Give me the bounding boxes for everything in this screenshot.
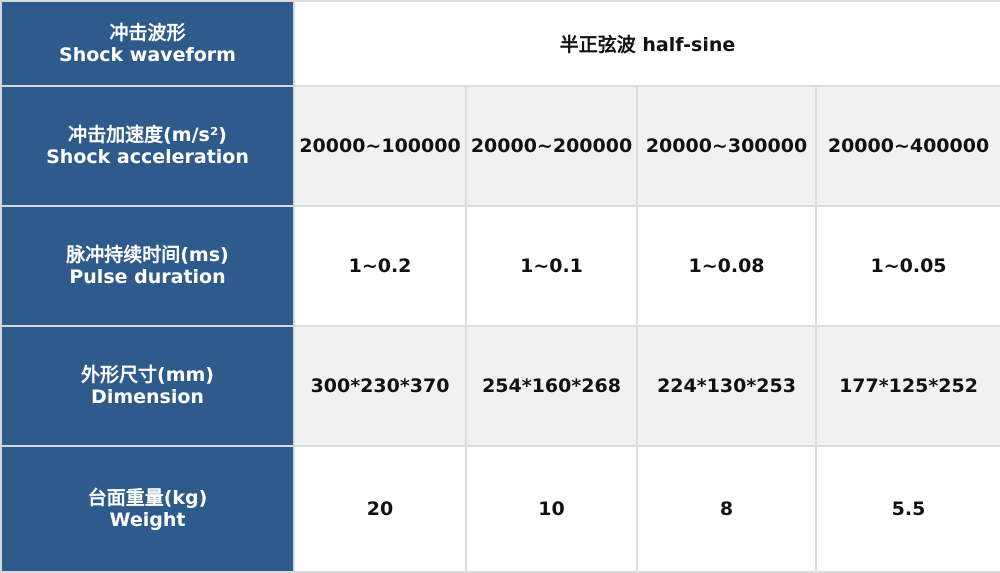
label-en: Weight	[109, 509, 186, 531]
label-en: Shock acceleration	[46, 146, 249, 168]
row-pulse-duration: 脉冲持续时间(ms) Pulse duration 1~0.2 1~0.1 1~0…	[0, 205, 1000, 327]
label-cn: 外形尺寸(mm)	[81, 364, 214, 386]
cell: 20000~100000	[293, 85, 467, 207]
label-cn: 冲击加速度(m/s²)	[68, 124, 227, 146]
cell: 177*125*252	[814, 325, 1000, 447]
cell: 8	[636, 445, 817, 573]
cell: 20	[293, 445, 467, 573]
cell: 1~0.08	[636, 205, 817, 327]
label-cn: 台面重量(kg)	[87, 487, 208, 509]
cell: 5.5	[814, 445, 1000, 573]
cell: 10	[465, 445, 638, 573]
cell: 20000~400000	[814, 85, 1000, 207]
cell: 20000~300000	[636, 85, 817, 207]
cell: 224*130*253	[636, 325, 817, 447]
cell: 254*160*268	[465, 325, 638, 447]
cell: 20000~200000	[465, 85, 638, 207]
label-en: Pulse duration	[69, 266, 226, 288]
label-cn: 脉冲持续时间(ms)	[66, 244, 229, 266]
cell: 300*230*370	[293, 325, 467, 447]
cell: 1~0.1	[465, 205, 638, 327]
label-cn: 冲击波形	[109, 21, 186, 44]
cell: 1~0.05	[814, 205, 1000, 327]
row-header: 脉冲持续时间(ms) Pulse duration	[0, 205, 295, 327]
cell: 1~0.2	[293, 205, 467, 327]
row-header: 冲击加速度(m/s²) Shock acceleration	[0, 85, 295, 207]
row-header: 外形尺寸(mm) Dimension	[0, 325, 295, 447]
row-dimension: 外形尺寸(mm) Dimension 300*230*370 254*160*26…	[0, 325, 1000, 447]
row-acceleration: 冲击加速度(m/s²) Shock acceleration 20000~1000…	[0, 85, 1000, 207]
label-en: Dimension	[91, 386, 204, 408]
row-weight: 台面重量(kg) Weight 20 10 8 5.5	[0, 445, 1000, 573]
row-header: 台面重量(kg) Weight	[0, 445, 295, 573]
row-header: 冲击波形 Shock waveform	[0, 0, 295, 87]
label-en: Shock waveform	[59, 43, 236, 66]
cell: 半正弦波 half-sine	[292, 0, 1000, 87]
row-waveform: 冲击波形 Shock waveform 半正弦波 half-sine	[0, 0, 1000, 87]
